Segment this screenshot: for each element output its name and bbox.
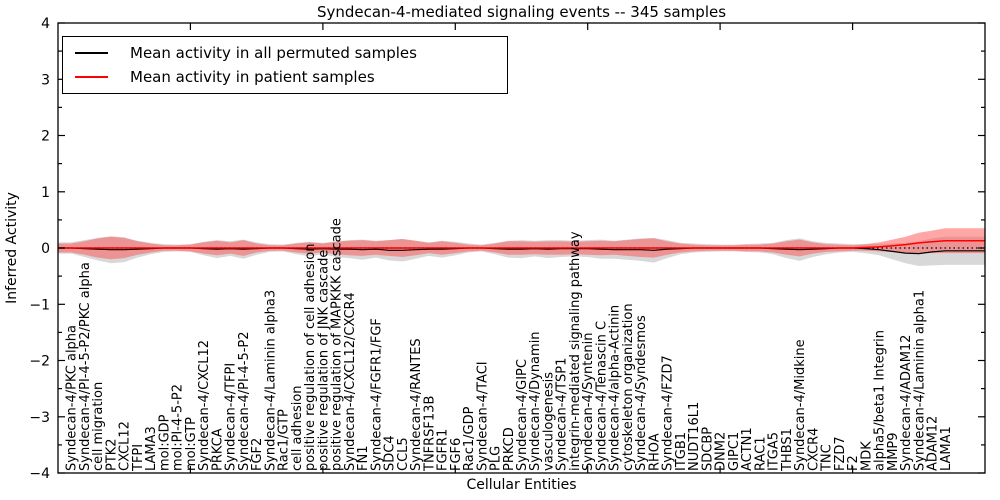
x-category-label: TNFRSF13B <box>422 396 437 472</box>
x-category-label: Syndecan-4/RANTES <box>409 338 424 471</box>
x-category-label: DNM2 <box>714 432 729 471</box>
permuted-line-swatch <box>75 52 108 54</box>
x-category-label: Syndecan-4/Tenascin C <box>595 321 610 471</box>
permuted-mean-line <box>58 247 985 255</box>
x-category-label: cell migration <box>91 382 106 471</box>
legend-label-patient: Mean activity in patient samples <box>130 67 375 86</box>
axis-ticks <box>58 22 985 474</box>
x-category-label: Syndecan-4/FGFR1/FGF <box>369 318 384 471</box>
x-category-label: Syndecan-4/TFPI <box>224 363 239 471</box>
x-category-label: positive regulation of MAPKKK cascade <box>330 218 345 471</box>
x-category-label: positive regulation of cell adhesion <box>303 244 318 471</box>
x-category-label: RAC1 <box>753 436 768 471</box>
y-tick-label: 1 <box>41 185 50 201</box>
x-category-label: Syndecan-4/CXCL12 <box>197 340 212 471</box>
x-category-label: FN1 <box>356 446 371 471</box>
x-category-label: cytoskeleton organization <box>621 303 636 471</box>
x-category-label: Syndecan-4/alpha-Actinin <box>608 305 623 471</box>
x-category-label: Syndecan-4/FZD7 <box>661 355 676 471</box>
x-category-label: FGF6 <box>449 438 464 471</box>
x-category-label: Syndecan-4/Syntenin <box>581 333 596 472</box>
x-category-label: Syndecan-4/GIPC <box>515 359 530 471</box>
x-category-label: Syndecan-4/PKC alpha <box>65 325 80 471</box>
x-category-label: SDCBP <box>700 427 715 471</box>
chart-title: Syndecan-4-mediated signaling events -- … <box>316 3 727 21</box>
x-category-label: cell adhesion <box>290 385 305 471</box>
x-category-label: ITGA5 <box>767 432 782 471</box>
x-category-label: FGFR1 <box>436 429 451 471</box>
x-axis-label: Cellular Entities <box>466 477 577 493</box>
x-category-label: mol:GDP <box>157 414 172 471</box>
y-tick-label: 4 <box>41 16 50 32</box>
x-category-label: Syndecan-4/Dynamin <box>528 331 543 471</box>
x-category-label: PTK2 <box>105 438 120 471</box>
patient-spread-band <box>58 228 985 260</box>
x-category-label: NUDT16L1 <box>687 402 702 471</box>
x-category-label: alpha5/beta1 Integrin <box>873 330 888 471</box>
x-category-label: Syndecan-4/Midkine <box>793 339 808 471</box>
x-category-label: THBS1 <box>780 428 795 472</box>
y-tick-label: 2 <box>41 129 50 145</box>
x-category-label: RHOA <box>647 433 662 471</box>
x-category-label: FZD7 <box>833 436 848 471</box>
patient-line-swatch <box>75 76 108 78</box>
patient-mean-line <box>58 239 985 249</box>
x-category-label: positive regulation of JNK cascade <box>316 250 331 471</box>
x-category-label: TFPI <box>131 444 146 472</box>
y-tick-label: −4 <box>29 466 50 482</box>
x-category-label: vasculogenesis <box>542 372 557 471</box>
x-category-label: PRKCA <box>210 428 225 471</box>
x-category-label: Syndecan-4/Laminin alpha3 <box>263 290 278 471</box>
x-category-label: Syndecan-4/TACI <box>475 361 490 471</box>
x-category-label: Syndecan-4/TSP1 <box>555 358 570 471</box>
x-category-label: Syndecan-4/PI-4-5-P2/PKC alpha <box>78 262 93 471</box>
x-category-label: mol:GTP <box>184 417 199 471</box>
x-category-label: Syndecan-4/PI-4-5-P2 <box>237 331 252 471</box>
x-category-label: ADAM12 <box>926 416 941 471</box>
x-category-label: Rac1/GTP <box>277 409 292 471</box>
x-category-label: SDC4 <box>383 435 398 471</box>
y-tick-label: 0 <box>41 241 50 257</box>
legend-label-permuted: Mean activity in all permuted samples <box>130 43 417 62</box>
x-category-label: FGF2 <box>250 438 265 471</box>
x-category-label: CXCR4 <box>806 428 821 471</box>
x-category-label: PRKCD <box>502 427 517 471</box>
x-category-label: Syndecan-4/ADAM12 <box>899 335 914 471</box>
x-category-label: Rac1/GDP <box>462 406 477 471</box>
x-category-label: CXCL12 <box>118 421 133 471</box>
x-category-label: Syndecan-4/Laminin alpha1 <box>912 290 927 471</box>
x-category-label: Syndecan-4/Syndesmos <box>634 315 649 471</box>
y-tick-label: 3 <box>41 72 50 88</box>
x-category-label: TNC <box>820 444 835 472</box>
x-category-label: MMP9 <box>886 432 901 471</box>
x-category-label: F2 <box>846 455 861 471</box>
x-category-label: ACTN1 <box>740 427 755 471</box>
x-category-label: integrin-mediated signaling pathway <box>568 231 583 471</box>
x-category-label: PLG <box>489 446 504 471</box>
y-tick-label: −3 <box>29 410 50 426</box>
x-category-label: CCL5 <box>396 437 411 471</box>
y-tick-label: −2 <box>29 354 50 370</box>
legend: Mean activity in all permuted samples Me… <box>62 36 508 94</box>
x-category-label: mol:PI-4-5-P2 <box>171 384 186 471</box>
legend-entry-patient: Mean activity in patient samples <box>75 67 507 86</box>
x-category-label: LAMA3 <box>144 426 159 471</box>
x-category-label: LAMA1 <box>939 426 954 471</box>
x-category-label: Syndecan-4/CXCL12/CXCR4 <box>343 292 358 471</box>
x-category-label: MDK <box>859 441 874 471</box>
x-category-label: GIPC1 <box>727 432 742 471</box>
y-tick-label: −1 <box>29 297 50 313</box>
legend-entry-permuted: Mean activity in all permuted samples <box>75 43 507 62</box>
x-category-label: ITGB1 <box>674 432 689 471</box>
